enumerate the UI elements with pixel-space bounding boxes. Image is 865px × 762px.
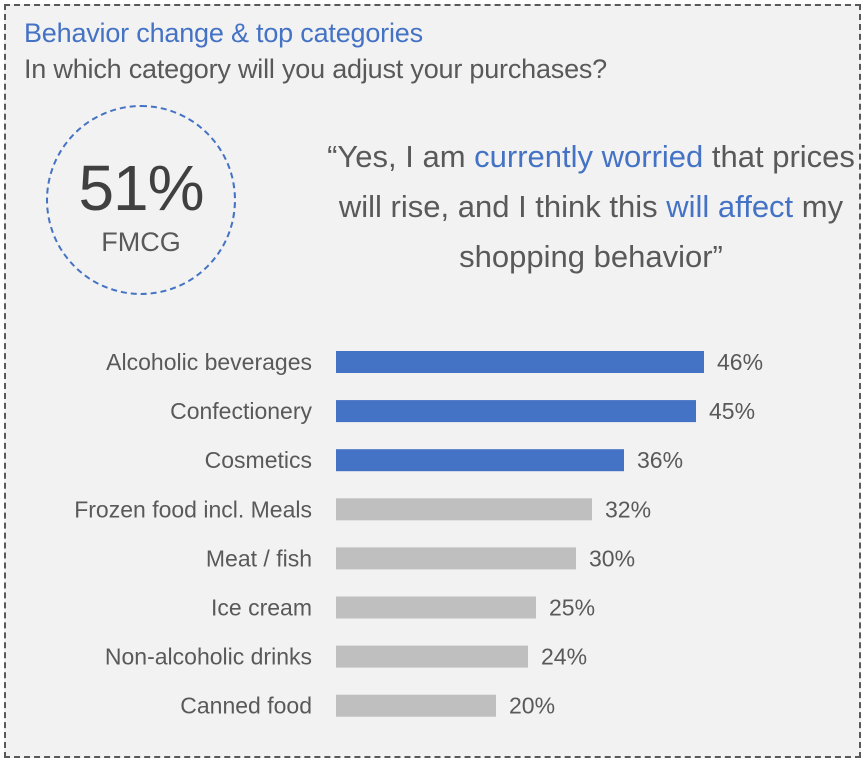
bar xyxy=(336,547,576,570)
bar xyxy=(336,498,592,521)
category-label: Non-alcoholic drinks xyxy=(105,644,312,670)
bar xyxy=(336,694,496,717)
fmcg-label: FMCG xyxy=(101,227,181,257)
panel-title: Behavior change & top categories xyxy=(24,18,423,48)
value-label: 24% xyxy=(541,644,587,670)
value-label: 46% xyxy=(717,349,763,375)
value-label: 20% xyxy=(509,693,555,719)
bar xyxy=(336,645,528,668)
panel-subtitle: In which category will you adjust your p… xyxy=(24,54,608,84)
quote-part-end: my shopping behavior” xyxy=(459,189,844,274)
quote-emphasis-affect: will affect xyxy=(666,189,794,224)
value-label: 36% xyxy=(637,447,683,473)
category-label: Ice cream xyxy=(211,595,312,621)
fmcg-percentage: 51% xyxy=(78,152,204,224)
category-label: Alcoholic beverages xyxy=(106,349,312,375)
quote-emphasis-worried: currently worried xyxy=(474,139,704,174)
quote-part-open: “Yes, I am xyxy=(327,139,475,174)
bar xyxy=(336,351,704,373)
category-label: Cosmetics xyxy=(205,447,312,473)
value-label: 30% xyxy=(589,545,635,571)
fmcg-highlight-circle: 51% FMCG xyxy=(46,105,236,295)
category-label: Confectionery xyxy=(170,398,312,424)
value-label: 45% xyxy=(709,398,755,424)
chart-panel: Behavior change & top categories In whic… xyxy=(4,4,861,758)
category-label: Frozen food incl. Meals xyxy=(74,496,312,522)
value-label: 25% xyxy=(549,595,595,621)
bar xyxy=(336,400,696,423)
value-label: 32% xyxy=(605,496,651,522)
quote-part-middle: that prices will rise, and I think this xyxy=(338,139,855,224)
bar xyxy=(336,596,536,619)
category-label: Canned food xyxy=(180,693,312,719)
respondent-quote: “Yes, I am currently worried that prices… xyxy=(326,132,856,282)
category-label: Meat / fish xyxy=(206,545,312,571)
bar xyxy=(336,449,624,472)
